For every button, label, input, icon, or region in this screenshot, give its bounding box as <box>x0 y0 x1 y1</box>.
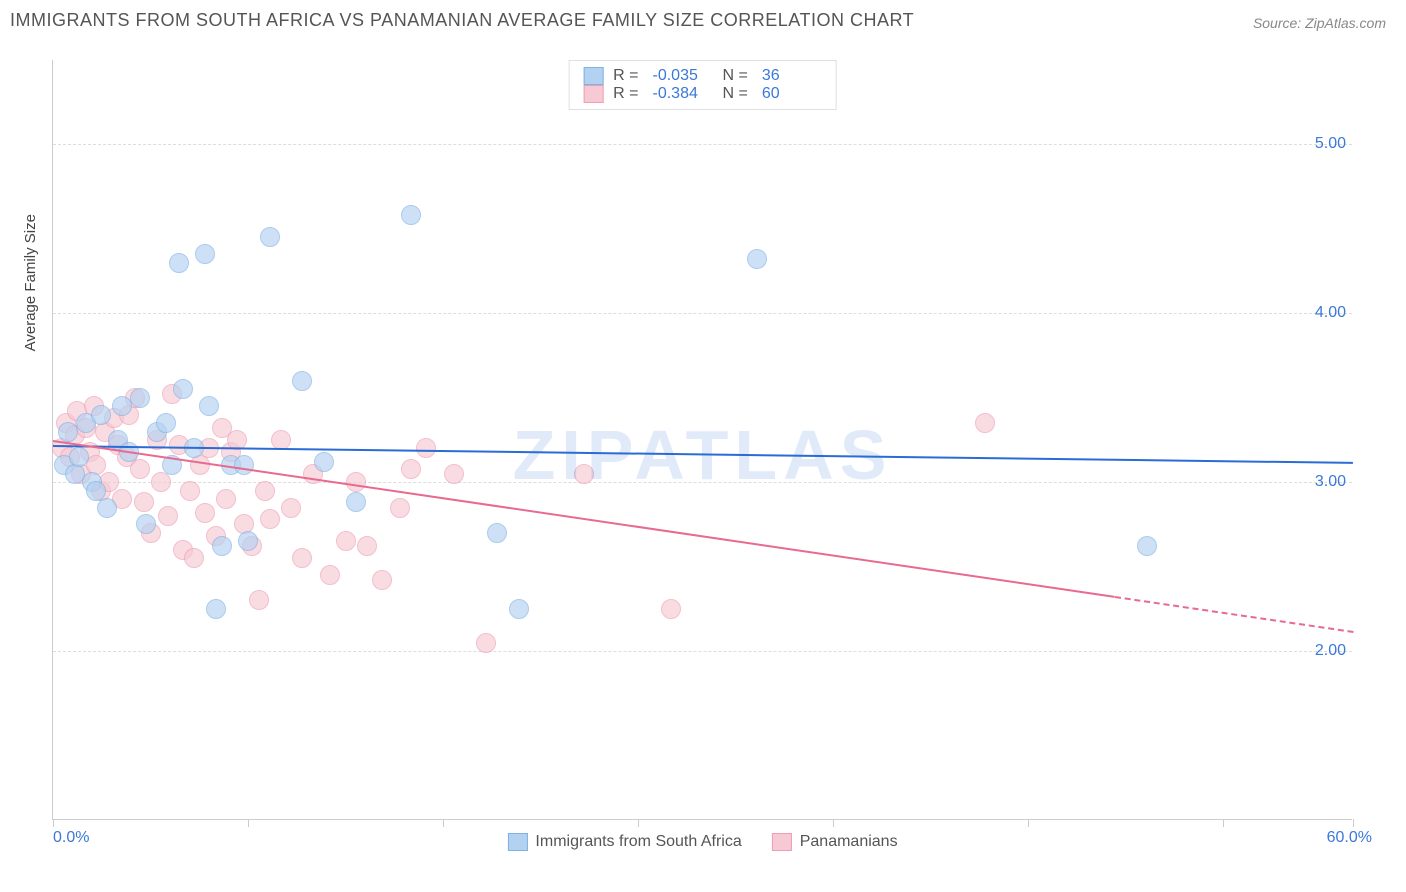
x-tick <box>638 819 639 827</box>
data-point-sa <box>346 492 366 512</box>
data-point-pa <box>216 489 236 509</box>
data-point-pa <box>476 633 496 653</box>
data-point-pa <box>444 464 464 484</box>
legend-row-pa: R = -0.384 N = 60 <box>583 85 822 103</box>
x-tick <box>1028 819 1029 827</box>
swatch-pa-icon <box>772 833 792 851</box>
data-point-sa <box>69 447 89 467</box>
chart-title: IMMIGRANTS FROM SOUTH AFRICA VS PANAMANI… <box>10 10 914 31</box>
data-point-pa <box>130 459 150 479</box>
data-point-sa <box>169 253 189 273</box>
data-point-pa <box>661 599 681 619</box>
legend-row-sa: R = -0.035 N = 36 <box>583 67 822 85</box>
data-point-pa <box>195 503 215 523</box>
x-tick <box>53 819 54 827</box>
x-tick <box>443 819 444 827</box>
chart-container: IMMIGRANTS FROM SOUTH AFRICA VS PANAMANI… <box>10 10 1396 882</box>
data-point-sa <box>156 413 176 433</box>
data-point-pa <box>249 590 269 610</box>
x-tick <box>248 819 249 827</box>
correlation-legend: R = -0.035 N = 36 R = -0.384 N = 60 <box>568 60 837 110</box>
trend-line <box>1115 596 1354 633</box>
swatch-sa <box>583 67 603 85</box>
data-point-sa <box>136 514 156 534</box>
legend-item-sa: Immigrants from South Africa <box>507 833 741 851</box>
r-value-sa: -0.035 <box>653 67 713 85</box>
data-point-pa <box>255 481 275 501</box>
data-point-pa <box>390 498 410 518</box>
y-tick-label: 4.00 <box>1315 304 1346 322</box>
x-tick <box>1223 819 1224 827</box>
data-point-pa <box>372 570 392 590</box>
data-point-pa <box>336 531 356 551</box>
data-point-sa <box>1137 536 1157 556</box>
data-point-sa <box>195 244 215 264</box>
data-point-pa <box>416 438 436 458</box>
data-point-sa <box>212 536 232 556</box>
plot-area: ZIPATLAS R = -0.035 N = 36 R = -0.384 N … <box>52 60 1352 820</box>
data-point-sa <box>238 531 258 551</box>
data-point-pa <box>212 418 232 438</box>
n-label: N = <box>723 85 748 103</box>
data-point-sa <box>173 379 193 399</box>
r-label: R = <box>613 67 638 85</box>
x-tick-label-end: 60.0% <box>1327 829 1372 847</box>
y-tick-label: 2.00 <box>1315 642 1346 660</box>
data-point-pa <box>260 509 280 529</box>
data-point-sa <box>747 249 767 269</box>
data-point-pa <box>357 536 377 556</box>
y-tick-label: 5.00 <box>1315 135 1346 153</box>
data-point-sa <box>260 227 280 247</box>
legend-label-pa: Panamanians <box>800 833 898 851</box>
data-point-sa <box>401 205 421 225</box>
data-point-sa <box>130 388 150 408</box>
legend-label-sa: Immigrants from South Africa <box>535 833 741 851</box>
n-value-pa: 60 <box>762 85 822 103</box>
y-axis-label: Average Family Size <box>22 214 39 351</box>
data-point-pa <box>346 472 366 492</box>
data-point-pa <box>158 506 178 526</box>
gridline <box>53 651 1352 652</box>
data-point-pa <box>574 464 594 484</box>
data-point-pa <box>151 472 171 492</box>
n-value-sa: 36 <box>762 67 822 85</box>
data-point-sa <box>292 371 312 391</box>
x-tick <box>1353 819 1354 827</box>
data-point-pa <box>975 413 995 433</box>
y-tick-label: 3.00 <box>1315 473 1346 491</box>
data-point-sa <box>314 452 334 472</box>
source-attribution: Source: ZipAtlas.com <box>1253 15 1386 31</box>
data-point-pa <box>401 459 421 479</box>
data-point-sa <box>97 498 117 518</box>
x-tick-label-start: 0.0% <box>53 829 89 847</box>
swatch-pa <box>583 85 603 103</box>
data-point-pa <box>134 492 154 512</box>
n-label: N = <box>723 67 748 85</box>
data-point-sa <box>199 396 219 416</box>
data-point-pa <box>292 548 312 568</box>
data-point-pa <box>281 498 301 518</box>
gridline <box>53 482 1352 483</box>
legend-item-pa: Panamanians <box>772 833 898 851</box>
gridline <box>53 144 1352 145</box>
data-point-sa <box>91 405 111 425</box>
data-point-sa <box>234 455 254 475</box>
data-point-sa <box>206 599 226 619</box>
swatch-sa-icon <box>507 833 527 851</box>
data-point-sa <box>487 523 507 543</box>
data-point-pa <box>184 548 204 568</box>
series-legend: Immigrants from South Africa Panamanians <box>507 833 897 851</box>
data-point-pa <box>180 481 200 501</box>
data-point-sa <box>509 599 529 619</box>
gridline <box>53 313 1352 314</box>
r-label: R = <box>613 85 638 103</box>
r-value-pa: -0.384 <box>653 85 713 103</box>
data-point-pa <box>320 565 340 585</box>
x-tick <box>833 819 834 827</box>
